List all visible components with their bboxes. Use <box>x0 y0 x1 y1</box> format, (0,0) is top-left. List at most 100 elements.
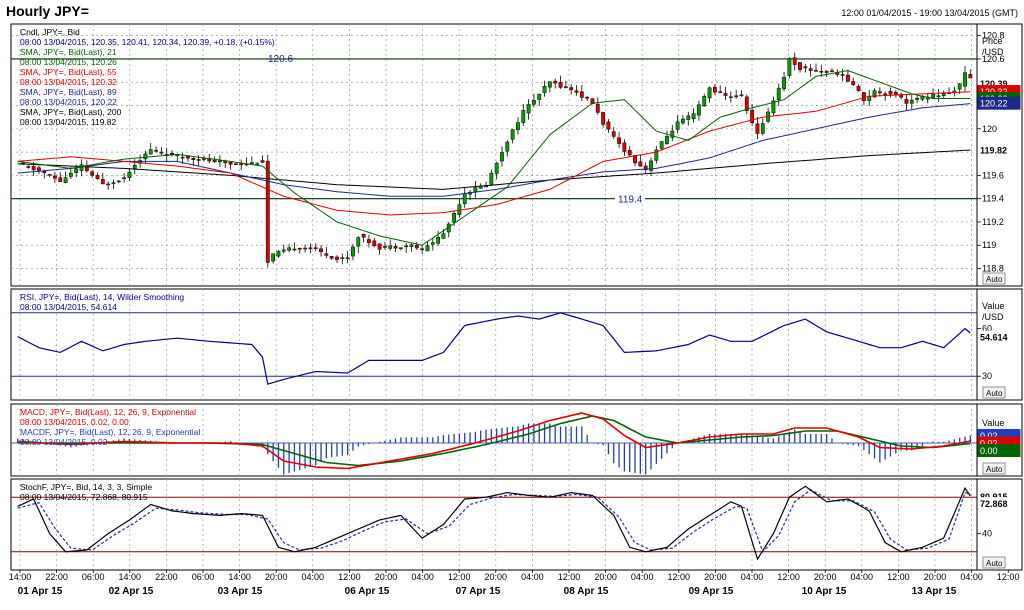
candle-body <box>127 171 132 179</box>
candle-body <box>824 71 829 73</box>
rsi-axis-frame <box>976 288 1023 401</box>
x-time-label: 12:00 <box>777 572 800 582</box>
candle-body <box>31 166 36 171</box>
x-time-label: 04:00 <box>302 572 325 582</box>
candle-body <box>633 155 637 164</box>
candle-body <box>340 257 345 259</box>
candle-body <box>116 180 121 183</box>
rsi-plot-frame <box>10 288 978 401</box>
candle-body <box>941 93 946 96</box>
candle-body <box>292 248 297 251</box>
candle-body <box>532 100 536 105</box>
candle-body <box>212 159 217 163</box>
x-time-label: 06:00 <box>192 572 215 582</box>
rsi-legend-rsi: RSI, JPY=, Bid(Last), 14, Wilder Smoothi… <box>20 292 184 302</box>
stoch-auto-button[interactable]: Auto <box>982 556 1006 569</box>
price-legend-cndl: Cndl, JPY=, Bid <box>20 27 80 37</box>
candle-body <box>798 62 802 70</box>
candle-body <box>819 70 824 73</box>
x-time-label: 20:00 <box>485 572 508 582</box>
candle-body <box>377 243 382 250</box>
candle-body <box>489 172 494 185</box>
x-time-label: 22:00 <box>45 572 68 582</box>
candle-body <box>154 149 158 152</box>
candle-body <box>681 118 685 124</box>
candle-body <box>691 113 696 120</box>
x-day-label: 02 Apr 15 <box>109 586 154 597</box>
candle-body <box>329 256 334 259</box>
candle-body <box>654 149 659 161</box>
candle-body <box>143 153 148 160</box>
macd-legend-macdf_val: 08:00 13/04/2015, 0.02 <box>20 437 108 447</box>
macd-value-tag: 0.00 <box>980 446 998 456</box>
sma89-line <box>17 103 971 197</box>
candle-body <box>111 182 116 184</box>
candle-body <box>303 247 307 250</box>
candle-body <box>760 123 765 134</box>
candle-body <box>723 93 728 96</box>
candle-body <box>718 91 723 93</box>
x-time-label: 20:00 <box>594 572 617 582</box>
candle-body <box>218 160 222 163</box>
macd-legend-macd: MACD, JPY=, Bid(Last), 12, 26, 9, Expone… <box>20 407 196 417</box>
price-legend-sma55: SMA, JPY=, Bid(Last), 55 <box>20 67 117 77</box>
stoch-value-tag-box <box>977 497 1021 511</box>
stoch-legend-stoch_val: 08:00 13/04/2015, 72.868, 80.915 <box>20 492 148 502</box>
x-time-label: 20:00 <box>924 572 947 582</box>
sma55-line <box>17 91 971 216</box>
candle-body <box>148 149 153 155</box>
x-time-label: 20:00 <box>704 572 727 582</box>
price-value-tag: 120.39 <box>980 79 1008 89</box>
candle-body <box>159 151 164 154</box>
chart-title: Hourly JPY= <box>6 3 89 19</box>
candle-body <box>47 174 52 176</box>
x-time-label: 22:00 <box>155 572 178 582</box>
candle-body <box>638 161 643 167</box>
x-time-label: 12:00 <box>668 572 691 582</box>
x-time-label: 12:00 <box>997 572 1020 582</box>
candle-body <box>202 158 206 160</box>
auto-button-box <box>982 556 1006 569</box>
candle-body <box>803 66 808 69</box>
candle-body <box>180 156 185 159</box>
rsi-tick-label: 60 <box>982 324 992 334</box>
candle-body <box>585 96 590 99</box>
candle-body <box>861 92 866 101</box>
rsi-value-tag-box <box>977 330 1021 344</box>
sma21-line <box>17 70 971 246</box>
stoch-value-tag: 72.868 <box>980 499 1008 509</box>
candle-body <box>579 91 584 98</box>
candle-body <box>255 163 260 166</box>
candle-body <box>58 177 63 182</box>
candle-body <box>787 58 792 76</box>
candle-body <box>968 74 973 79</box>
candle-body <box>196 159 201 161</box>
price-legend-sma21: SMA, JPY=, Bid(Last), 21 <box>20 47 117 57</box>
candle-body <box>425 245 430 252</box>
stoch-k-line <box>17 485 971 561</box>
macd-value-tag: 0.02 <box>980 439 998 449</box>
candle-body <box>26 166 31 168</box>
x-time-label: 14:00 <box>119 572 142 582</box>
candle-body <box>260 160 265 163</box>
price-auto-button[interactable]: Auto <box>982 272 1006 285</box>
candle-body <box>846 74 850 82</box>
price-axis-title: Price <box>982 36 1003 46</box>
candle-body <box>249 162 254 164</box>
candle-body <box>814 70 818 72</box>
candle-body <box>345 257 350 259</box>
candle-body <box>643 165 648 171</box>
sma200-line <box>17 149 971 190</box>
candle-body <box>963 72 967 87</box>
macd-legend-macdf: MACDF, JPY=, Bid(Last), 12, 26, 9, Expon… <box>20 427 200 437</box>
rsi-auto-button[interactable]: Auto <box>982 386 1006 399</box>
candle-body <box>649 160 653 171</box>
candle-body <box>271 253 276 262</box>
candle-body <box>335 256 339 260</box>
candle-body <box>287 247 291 251</box>
candle-body <box>319 248 323 253</box>
candle-body <box>441 233 446 239</box>
macd-auto-button[interactable]: Auto <box>982 462 1006 475</box>
x-time-label: 04:00 <box>521 572 544 582</box>
